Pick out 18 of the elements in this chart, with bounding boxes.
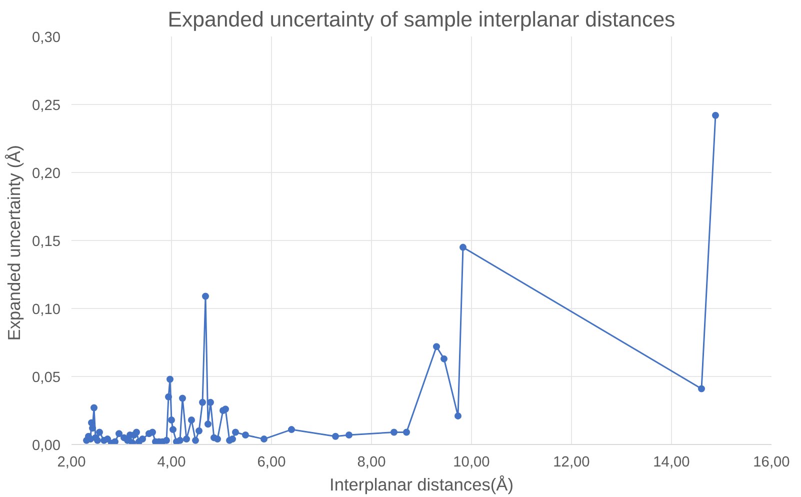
x-tick-label: 14,00 bbox=[653, 454, 690, 470]
y-tick-label: 0,15 bbox=[32, 234, 61, 250]
x-axis-title: Interplanar distances(Å) bbox=[330, 474, 514, 494]
y-tick-label: 0,20 bbox=[32, 166, 61, 182]
x-tick-label: 12,00 bbox=[553, 454, 590, 470]
y-tick-label: 0,30 bbox=[32, 30, 61, 46]
y-tick-label: 0,25 bbox=[32, 98, 61, 114]
y-axis-title: Expanded uncertainty (Å) bbox=[4, 145, 24, 341]
x-tick-label: 6,00 bbox=[257, 454, 286, 470]
y-tick-label: 0,00 bbox=[32, 438, 61, 454]
chart-title: Expanded uncertainty of sample interplanar distances bbox=[168, 8, 676, 32]
x-tick-label: 16,00 bbox=[753, 454, 790, 470]
x-tick-label: 4,00 bbox=[157, 454, 186, 470]
y-tick-label: 0,10 bbox=[32, 302, 61, 318]
x-tick-label: 10,00 bbox=[453, 454, 490, 470]
x-tick-label: 2,00 bbox=[57, 454, 86, 470]
x-tick-label: 8,00 bbox=[357, 454, 386, 470]
y-tick-label: 0,05 bbox=[32, 370, 61, 386]
